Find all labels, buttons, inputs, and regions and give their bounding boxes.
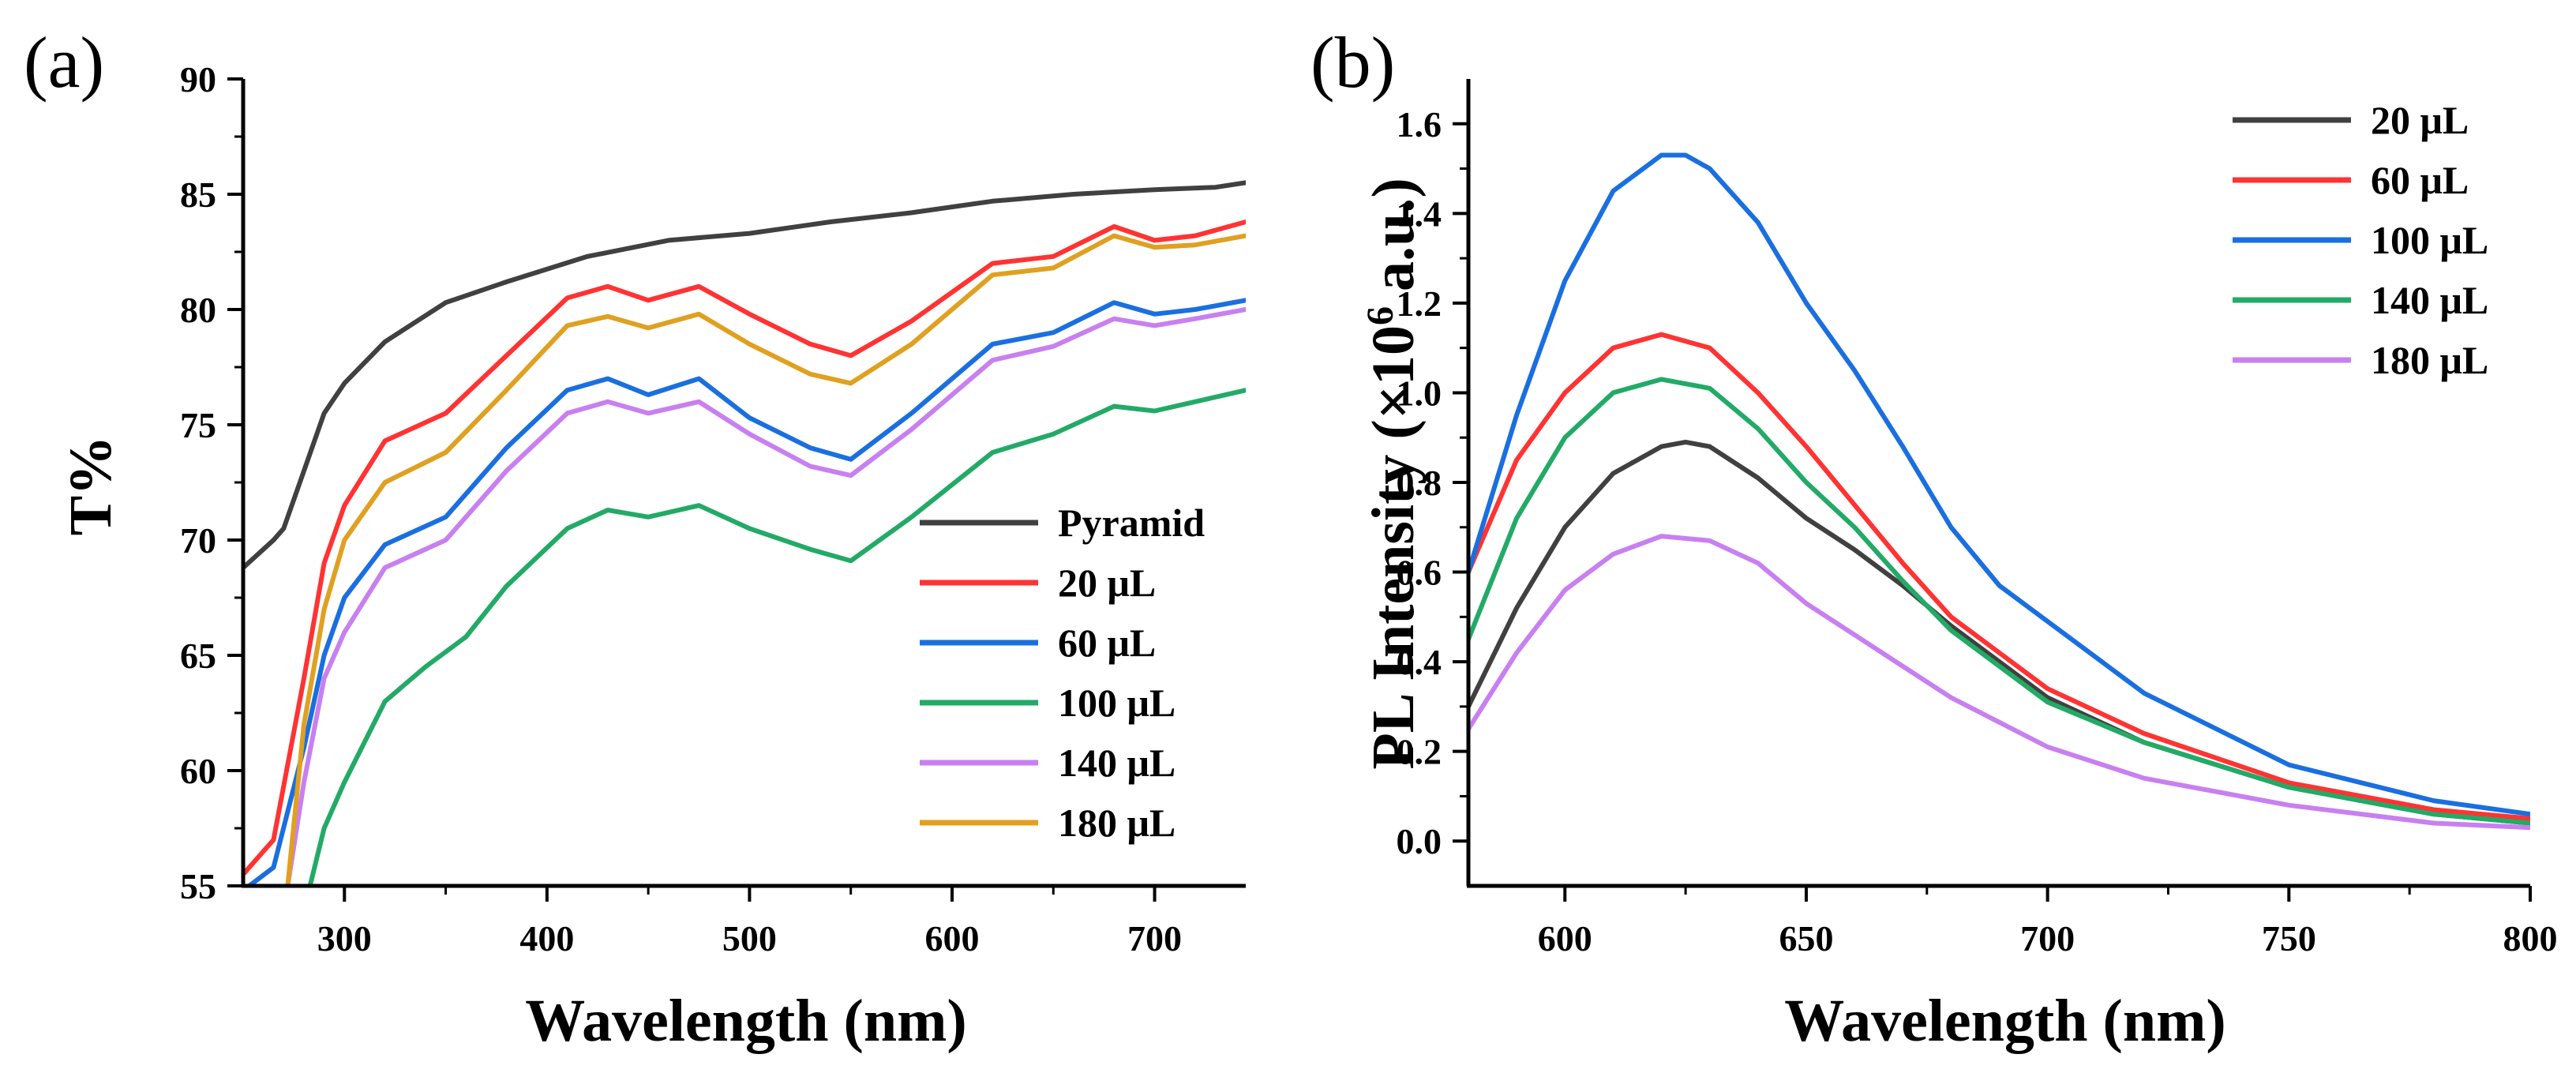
panel-b-x-tick-label: 700 [2020, 918, 2075, 959]
panel-b-legend-label: 20 μL [2371, 98, 2469, 142]
panel-a-legend-item: 20 μL [920, 561, 1156, 605]
panel-a-legend-label: 140 μL [1058, 741, 1176, 785]
panel-a-x-tick-label: 700 [1127, 918, 1182, 959]
panel-b-legend-item: 180 μL [2233, 338, 2488, 382]
panel-a-plot-area [243, 180, 1246, 886]
panel-b-series-line-1 [1468, 332, 2530, 821]
panel-a-x-axis-title: Wavelength (nm) [525, 988, 966, 1054]
panel-a-x-tick-label: 400 [519, 918, 574, 959]
panel-b-y-axis-title-superscript: 6 [1359, 306, 1401, 325]
panel-a-legend-label: 20 μL [1058, 561, 1156, 605]
panel-a-x-tick-label: 600 [924, 918, 979, 959]
panel-a-legend-item: 60 μL [920, 621, 1156, 665]
panel-a-x-tick-label: 500 [722, 918, 777, 959]
panel-b-legend-item: 100 μL [2233, 218, 2488, 262]
panel-a-legend-item: 180 μL [920, 801, 1176, 845]
panel-a-y-tick-label: 75 [180, 405, 216, 445]
panel-b-x-tick-label: 800 [2503, 918, 2558, 959]
panel-b-axes: 600 650 700 750 800 0.0 0.2 0.4 0.6 0.8 1.0 1.2 1.4 1… [1397, 79, 2558, 959]
panel-b-legend-label: 140 μL [2371, 278, 2488, 322]
panel-b-y-tick-label: 0.4 [1397, 642, 1442, 682]
panel-b-legend-label: 100 μL [2371, 218, 2488, 262]
panel-b-series-line-4 [1468, 534, 2530, 831]
panel-a-legend-label: 60 μL [1058, 621, 1156, 665]
panel-b-y-tick-label: 1.2 [1397, 283, 1442, 324]
panel-a-y-tick-label: 55 [180, 866, 216, 906]
panel-b-label: (b) [1310, 22, 1395, 103]
panel-a-y-tick-label: 70 [180, 520, 216, 561]
panel-a-y-axis-title: T% [58, 436, 124, 536]
panel-a-axes: 300 400 500 600 700 55 60 65 70 75 80 85 90 [180, 59, 1246, 959]
panel-a-series-line-2 [245, 298, 1246, 886]
panel-b-y-tick-label: 0.2 [1397, 732, 1442, 772]
panel-a-legend-item: 140 μL [920, 741, 1176, 785]
panel-b-series-line-2 [1468, 152, 2530, 817]
panel-a-y-tick-label: 65 [180, 636, 216, 676]
panel-b-series-line-3 [1468, 377, 2530, 826]
panel-a-legend-item: 100 μL [920, 681, 1176, 725]
panel-b-y-axis-title-main: PL Intensity (×10 [1360, 325, 1427, 770]
panel-b-y-axis-title-suffix: a.u.) [1360, 178, 1427, 306]
panel-b-legend-item: 20 μL [2233, 98, 2469, 142]
panel-a-label: (a) [24, 22, 104, 103]
panel-a-legend-label: 100 μL [1058, 681, 1176, 725]
panel-a-legend-label: Pyramid [1058, 501, 1205, 545]
panel-a-series-line-5 [285, 233, 1246, 886]
panel-b-legend: 20 μL 60 μL 100 μL 140 μL 180 μL [2233, 98, 2488, 382]
panel-b-x-tick-label: 750 [2262, 918, 2316, 959]
panel-b-x-tick-label: 600 [1538, 918, 1592, 959]
panel-b-y-tick-label: 0.0 [1397, 821, 1442, 861]
panel-a-series-line-1 [243, 219, 1246, 877]
panel-a-y-tick-label: 85 [180, 174, 216, 215]
panel-a-series-line-0 [243, 180, 1246, 570]
panel-b-legend-item: 60 μL [2233, 158, 2469, 202]
panel-b-y-tick-label: 0.6 [1397, 553, 1442, 593]
panel-a-y-tick-label: 80 [180, 290, 216, 330]
panel-a-y-tick-label: 60 [180, 751, 216, 791]
panel-b-y-tick-label: 1.6 [1397, 104, 1442, 144]
panel-b-series-line-0 [1468, 439, 2530, 826]
panel-a-legend-label: 180 μL [1058, 801, 1176, 845]
panel-b-y-axis-title: PL Intensity (×106 a.u.) [1359, 178, 1427, 769]
panel-a-series-line-3 [307, 388, 1246, 886]
panel-b-legend-label: 60 μL [2371, 158, 2469, 202]
panel-a-series-line-4 [285, 307, 1246, 886]
panel-b-x-axis-title: Wavelength (nm) [1784, 988, 2225, 1054]
panel-b-y-tick-label: 1.0 [1397, 373, 1442, 413]
panel-b-y-tick-label: 1.4 [1397, 193, 1442, 234]
panel-b-chart: (b) 600 650 700 750 800 0.0 0.2 0.4 0.6 0.8 1.0 1.2… [1310, 22, 2558, 1054]
panel-a-chart: (a) 300 400 500 600 700 55 60 65 70 75 80 85 90 Wave… [24, 22, 1246, 1054]
panel-a-legend: Pyramid 20 μL 60 μL 100 μL 140 μL 180 μL [920, 501, 1205, 845]
panel-b-legend-item: 140 μL [2233, 278, 2488, 322]
panel-a-y-tick-label: 90 [180, 59, 216, 99]
panel-b-x-tick-label: 650 [1779, 918, 1833, 959]
panel-a-x-tick-label: 300 [317, 918, 372, 959]
panel-a-legend-item: Pyramid [920, 501, 1205, 545]
panel-b-y-tick-label: 0.8 [1397, 463, 1442, 503]
panel-b-legend-label: 180 μL [2371, 338, 2488, 382]
panel-b-plot-area [1468, 152, 2530, 831]
